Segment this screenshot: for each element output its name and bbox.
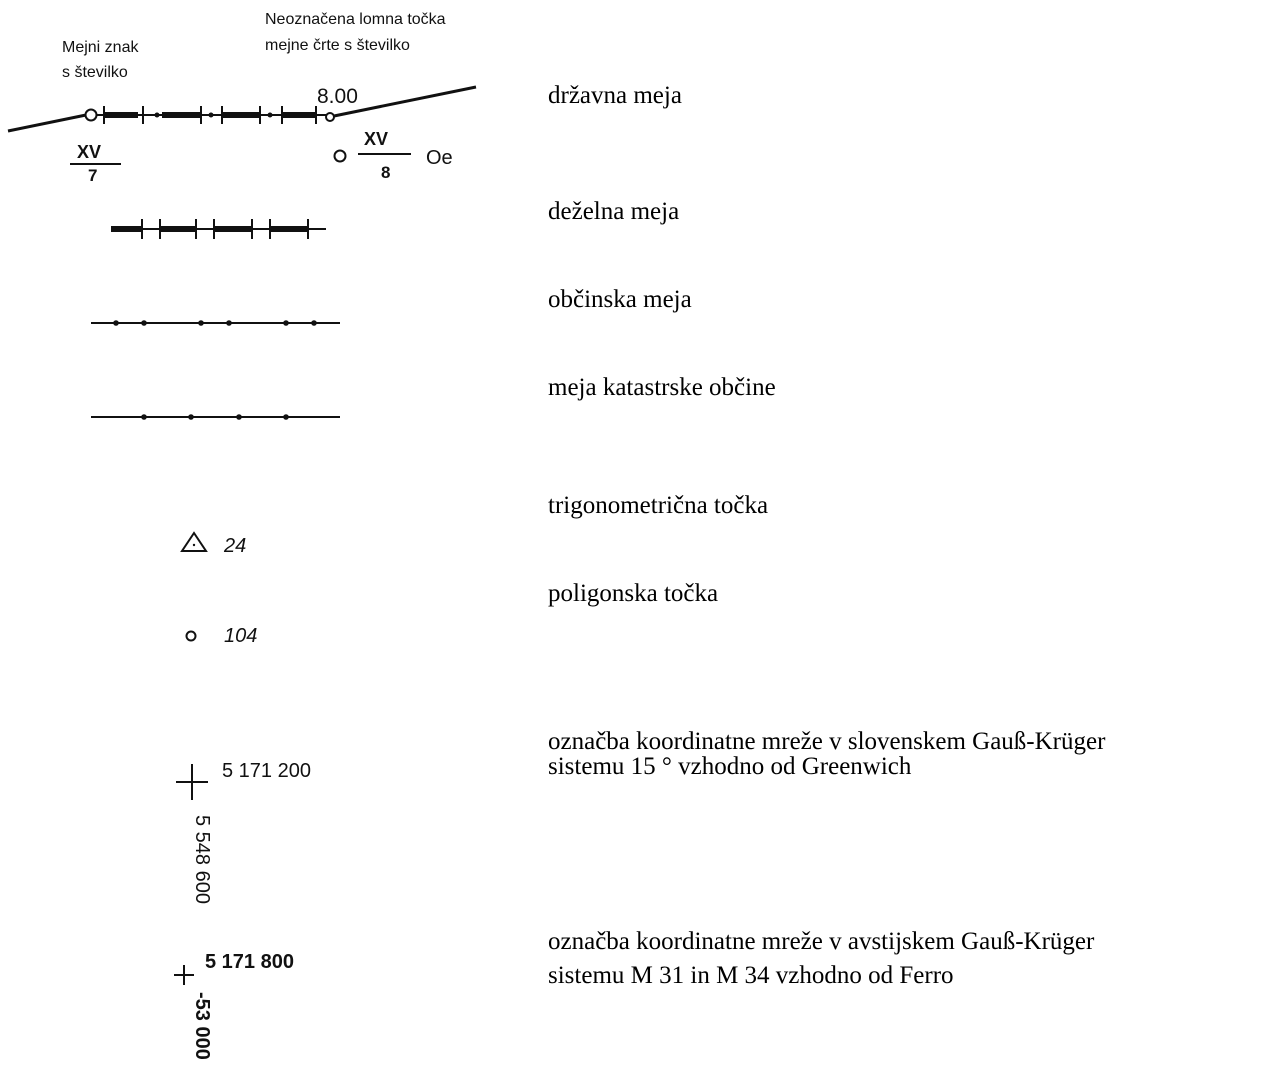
border-stone-circle-icon [84,108,98,122]
break-point-circle-icon [325,112,335,122]
legend-slovene-grid-line2: sistemu 15 ° vzhodno od Greenwich [548,753,912,780]
slovene-grid-cross-icon [176,764,208,800]
austrian-grid-easting: 5 171 800 [205,951,294,973]
legend-trig-point: trigonometrična točka [548,492,769,519]
trig-point-number: 24 [223,535,246,557]
border-distance-label: 8.00 [317,85,358,108]
austrian-grid-cross-icon [174,965,194,985]
legend-austrian-grid-line1: označba koordinatne mreže v avstijskem G… [548,928,1095,955]
polygon-point-circle-icon [185,630,197,642]
legend-provincial-border: deželna meja [548,198,680,225]
label-break-point-line1: Neoznačena lomna točka [265,11,446,28]
legend-cadastral-border: meja katastrske občine [548,374,776,401]
trig-point-triangle-icon [180,531,208,552]
slovene-grid-easting: 5 171 200 [222,760,311,782]
provincial-border-symbol [111,219,326,239]
cadastral-border-symbol [91,414,340,420]
legend-slovene-grid-line1: označba koordinatne mreže v slovenskem G… [548,728,1106,755]
legend-austrian-grid-line2: sistemu M 31 in M 34 vzhodno od Ferro [548,962,954,989]
legend-municipal-border: občinska meja [548,286,692,313]
right-marker-bottom: 8 [381,163,390,182]
state-border-symbol [7,85,477,133]
left-marker-top: XV [77,142,101,162]
municipal-border-symbol [91,320,340,326]
left-marker-bottom: 7 [88,166,97,185]
polygon-point-number: 104 [224,625,257,647]
label-border-stone-line1: Mejni znak [62,39,139,56]
right-marker-top: XV [364,129,388,149]
right-marker-suffix: Oe [426,147,453,169]
austrian-grid-northing: -53 000 [191,992,213,1060]
marker-circle-icon [333,149,347,163]
symbols-panel: Mejni znak s številko Neoznačena lomna t… [7,11,477,1060]
legend-state-border: državna meja [548,82,682,109]
legend-polygon-point: poligonska točka [548,580,719,607]
label-border-stone-line2: s številko [62,64,128,81]
slovene-grid-northing: 5 548 600 [191,815,213,904]
label-break-point-line2: mejne črte s številko [265,37,410,54]
